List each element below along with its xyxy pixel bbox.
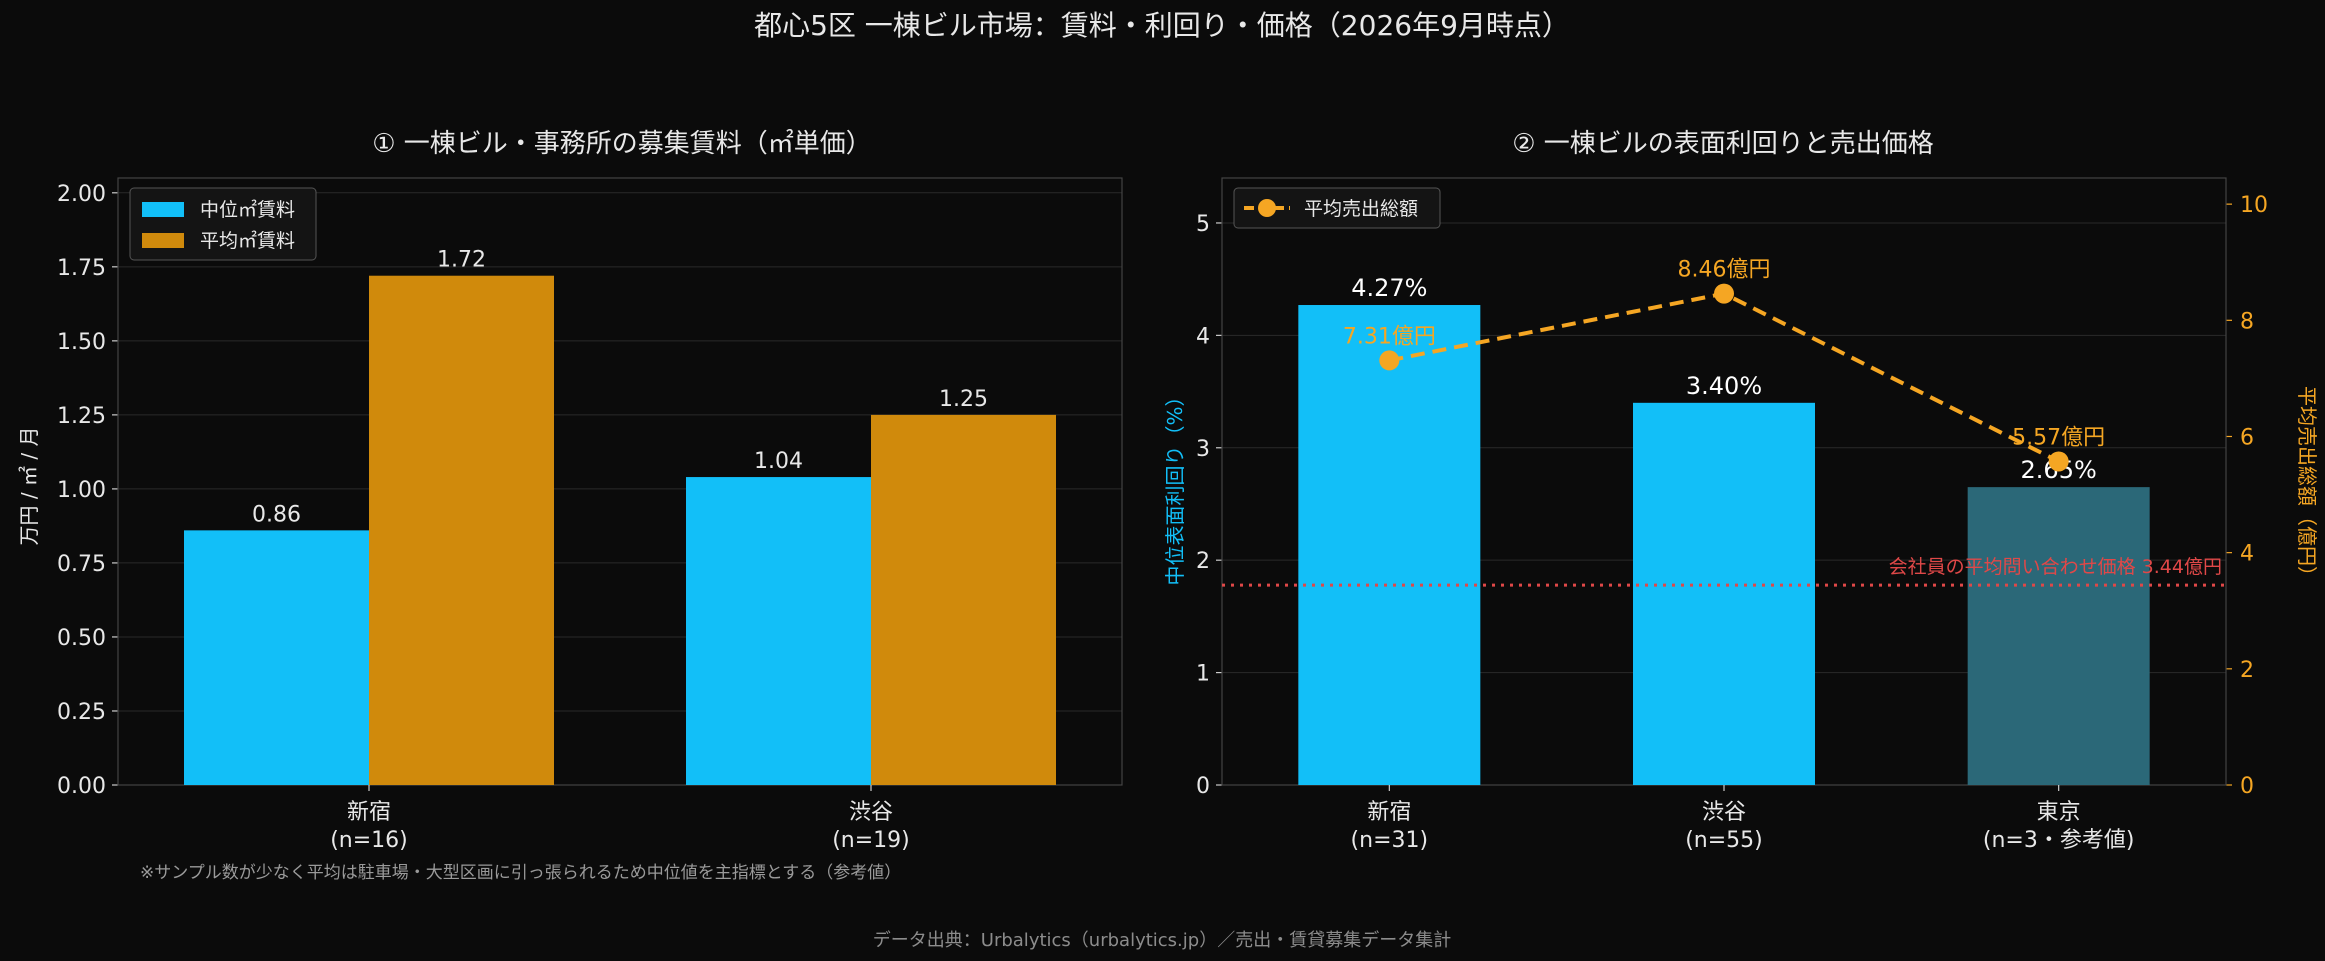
x-tick-label: 渋谷 bbox=[849, 800, 893, 825]
y-tick-label: 1.25 bbox=[57, 404, 106, 429]
y-tick-label: 1.75 bbox=[57, 256, 106, 281]
yield-chart-title: ② 一棟ビルの表面利回りと売出価格 bbox=[1512, 129, 1934, 159]
rent-chart-footnote: ※サンプル数が少なく平均は駐車場・大型区画に引っ張られるため中位値を主指標とする… bbox=[140, 863, 901, 883]
y2-tick-label: 6 bbox=[2240, 425, 2254, 450]
yield-bar-label: 3.40% bbox=[1686, 372, 1762, 400]
x-tick-label: (n=3・参考値) bbox=[1983, 828, 2135, 853]
yield-chart-ylabel: 中位表面利回り（%） bbox=[1163, 386, 1187, 585]
yield-bar bbox=[1298, 305, 1481, 785]
y2-tick-label: 10 bbox=[2240, 193, 2268, 218]
bar-data-label: 0.86 bbox=[252, 502, 301, 527]
y-tick-label: 0.00 bbox=[57, 774, 106, 799]
legend-swatch bbox=[142, 202, 184, 217]
x-tick-label: 新宿 bbox=[1367, 800, 1411, 825]
x-tick-label: 新宿 bbox=[347, 800, 391, 825]
plot-frame bbox=[117, 177, 1123, 786]
price-point bbox=[2048, 451, 2069, 472]
price-label: 8.46億円 bbox=[1678, 258, 1771, 283]
price-point bbox=[1714, 283, 1734, 304]
legend-swatch bbox=[142, 233, 184, 248]
y2-tick-label: 8 bbox=[2240, 309, 2254, 334]
legend-marker bbox=[1258, 199, 1276, 217]
y-tick-label: 0.75 bbox=[57, 552, 106, 577]
y-tick-label: 5 bbox=[1196, 212, 1210, 237]
bar-mean bbox=[871, 414, 1056, 785]
legend-label: 平均㎡賃料 bbox=[200, 229, 295, 252]
yield-bar-label: 4.27% bbox=[1351, 274, 1427, 302]
bar-data-label: 1.25 bbox=[939, 387, 988, 412]
yield-bar bbox=[1967, 487, 2150, 785]
yield-bar bbox=[1633, 402, 1815, 785]
y-tick-label: 4 bbox=[1196, 324, 1210, 349]
x-tick-label: (n=19) bbox=[832, 828, 910, 853]
y2-tick-label: 2 bbox=[2240, 658, 2254, 683]
source-note: データ出典：Urbalytics（urbalytics.jp）／売出・賃貸募集デ… bbox=[873, 930, 1451, 951]
bar-data-label: 1.04 bbox=[754, 449, 803, 474]
legend-label: 中位㎡賃料 bbox=[200, 198, 295, 221]
legend-label: 平均売出総額 bbox=[1304, 198, 1418, 220]
y-tick-label: 0 bbox=[1196, 774, 1210, 799]
y2-tick-label: 0 bbox=[2240, 774, 2254, 799]
price-point bbox=[1379, 350, 1400, 371]
x-tick-label: (n=55) bbox=[1685, 828, 1763, 853]
price-label: 5.57億円 bbox=[2012, 425, 2105, 450]
y-tick-label: 1 bbox=[1196, 662, 1210, 687]
rent-chart-panel: ① 一棟ビル・事務所の募集賃料（㎡単価） 万円 / ㎡ / 月 ※サンプル数が少… bbox=[17, 129, 1123, 883]
legend-box bbox=[1233, 187, 1441, 229]
y-tick-label: 0.50 bbox=[57, 626, 106, 651]
x-tick-label: 渋谷 bbox=[1702, 800, 1746, 825]
bar-data-label: 1.72 bbox=[437, 248, 486, 273]
x-tick-label: (n=31) bbox=[1351, 828, 1429, 853]
price-label: 7.31億円 bbox=[1343, 324, 1436, 349]
y-tick-label: 0.25 bbox=[57, 700, 106, 725]
y2-tick-label: 4 bbox=[2240, 542, 2254, 567]
y-tick-label: 1.50 bbox=[57, 330, 106, 355]
figure-title: 都心5区 一棟ビル市場：賃料・利回り・価格（2026年9月時点） bbox=[754, 9, 1570, 42]
bar-median bbox=[686, 477, 871, 785]
reference-line-label: 会社員の平均問い合わせ価格 3.44億円 bbox=[1889, 556, 2222, 578]
x-tick-label: (n=16) bbox=[330, 828, 408, 853]
y-tick-label: 2.00 bbox=[57, 182, 106, 207]
y-tick-label: 3 bbox=[1196, 437, 1210, 462]
bar-mean bbox=[369, 275, 554, 785]
x-tick-label: 東京 bbox=[2037, 800, 2081, 825]
yield-chart-panel: ② 一棟ビルの表面利回りと売出価格 中位表面利回り（%） 平均売出総額（億円） … bbox=[1163, 129, 2319, 853]
yield-chart-y2label: 平均売出総額（億円） bbox=[2295, 386, 2319, 586]
bar-median bbox=[184, 530, 369, 785]
rent-chart-title: ① 一棟ビル・事務所の募集賃料（㎡単価） bbox=[372, 129, 872, 159]
y-tick-label: 1.00 bbox=[57, 478, 106, 503]
rent-chart-ylabel: 万円 / ㎡ / 月 bbox=[17, 427, 41, 546]
y-tick-label: 2 bbox=[1196, 549, 1210, 574]
